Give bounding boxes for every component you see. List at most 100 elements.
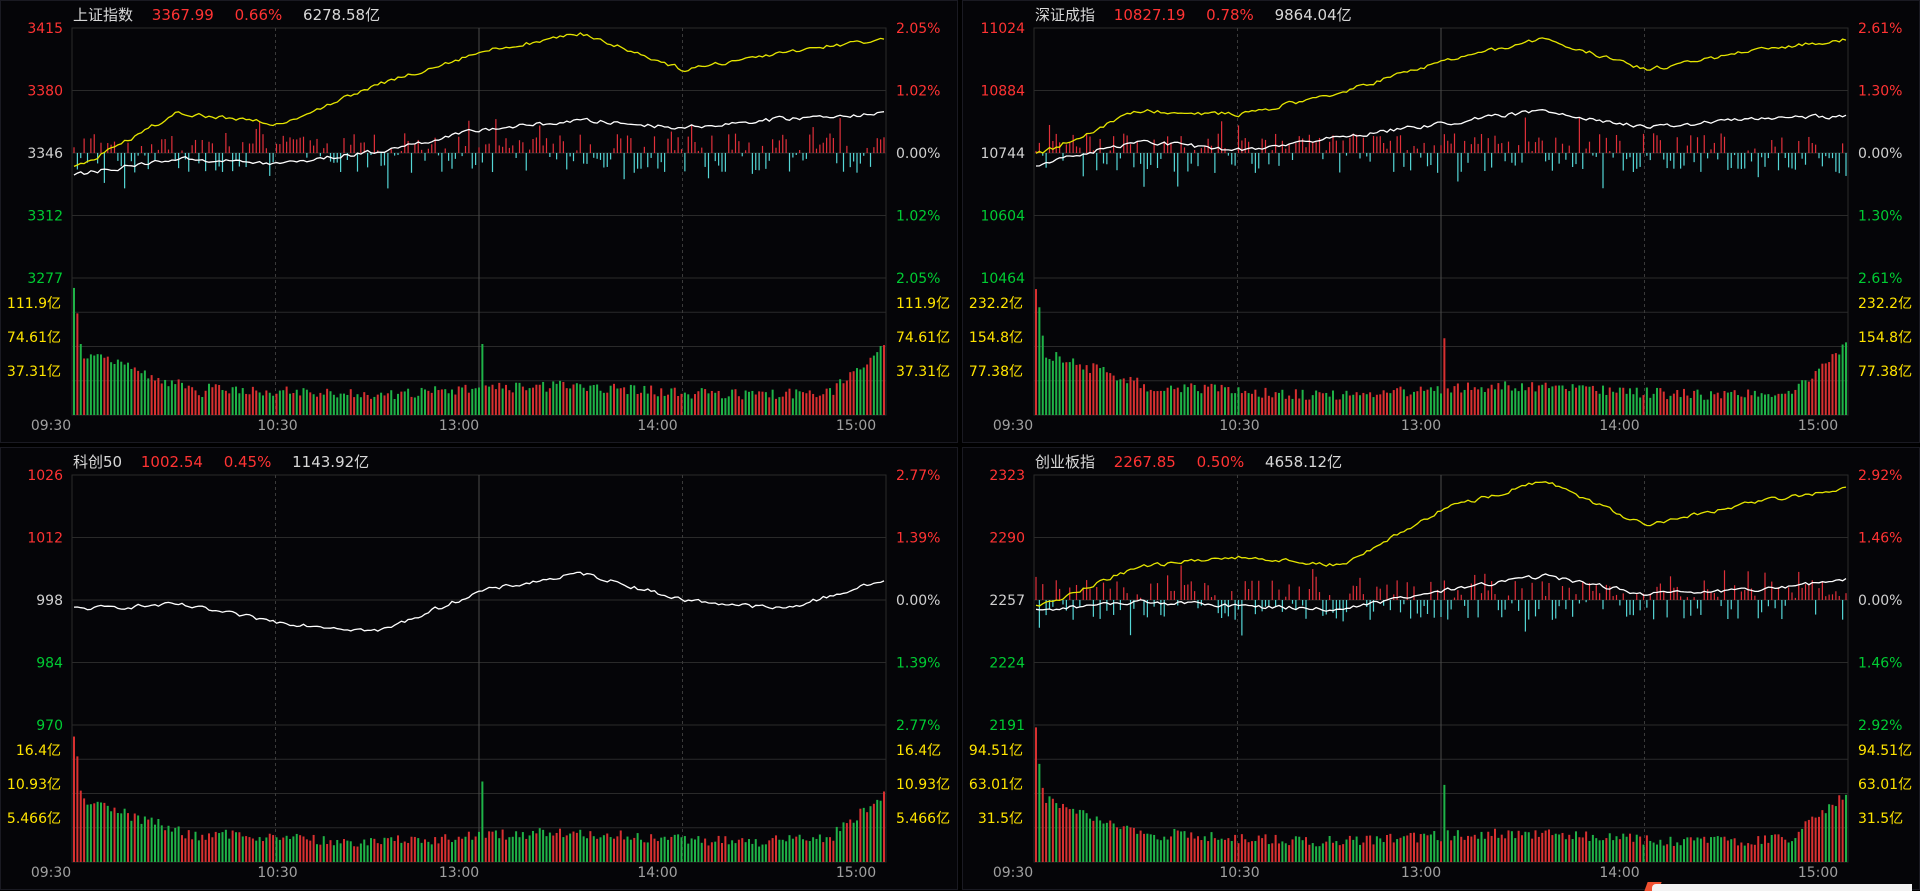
index-price: 1002.54: [140, 453, 203, 471]
volume-bars: [73, 287, 885, 415]
pct-tick-label: 1.02%: [896, 84, 940, 100]
index-price: 2267.85: [1113, 453, 1176, 471]
index-change-pct: 0.78%: [1206, 6, 1254, 24]
grid: [71, 27, 887, 416]
volume-tick-label: 94.51亿: [969, 743, 1023, 759]
panel-header: 深证成指 10827.19 0.78% 9864.04亿: [1035, 5, 1368, 25]
volume-tick-label: 37.31亿: [896, 364, 950, 380]
price-tick-label: 970: [36, 718, 63, 734]
pct-tick-label: 2.77%: [896, 468, 940, 484]
volume-bars: [1035, 727, 1847, 862]
volume-tick-label: 111.9亿: [896, 296, 950, 312]
price-tick-label: 3380: [27, 84, 63, 100]
breadth-bars: [1035, 565, 1847, 636]
index-turnover: 4658.12亿: [1265, 453, 1343, 471]
price-tick-label: 998: [36, 593, 63, 609]
volume-tick-label: 5.466亿: [7, 811, 61, 827]
pct-tick-label: 0.00%: [896, 593, 940, 609]
price-tick-label: 2224: [989, 656, 1025, 672]
volume-bars: [73, 736, 885, 862]
time-tick-label: 13:00: [1401, 418, 1441, 434]
chart-panel-sse-composite[interactable]: 3415 2.05% 3380 1.02% 3346 0.00% 3312 1.02% 3277…: [0, 0, 958, 443]
pct-tick-label: 2.77%: [896, 718, 940, 734]
time-tick-label: 13:00: [439, 418, 479, 434]
index-name: 科创50: [73, 453, 123, 471]
volume-tick-label: 63.01亿: [1858, 777, 1912, 793]
pct-tick-label: 2.61%: [1858, 271, 1902, 287]
grid: [1033, 474, 1849, 863]
scroll-handle[interactable]: [1652, 884, 1912, 891]
volume-tick-label: 111.9亿: [7, 296, 61, 312]
volume-tick-label: 154.8亿: [969, 330, 1023, 346]
time-tick-label: 13:00: [439, 865, 479, 881]
time-tick-label: 09:30: [993, 865, 1033, 881]
time-tick-label: 14:00: [1599, 418, 1639, 434]
intraday-chart-svg: 11024 2.61% 10884 1.30% 10744 0.00% 10604 1.30%…: [969, 21, 1912, 434]
chart-panel-star50[interactable]: 1026 2.77% 1012 1.39% 998 0.00% 984 1.39% 970 2.7…: [0, 447, 958, 890]
pct-tick-label: 1.46%: [1858, 656, 1902, 672]
pct-tick-label: 0.00%: [896, 146, 940, 162]
price-tick-label: 10604: [980, 209, 1025, 225]
price-tick-label: 10884: [980, 84, 1025, 100]
price-tick-label: 3415: [27, 21, 63, 37]
time-tick-label: 10:30: [1219, 418, 1259, 434]
volume-tick-label: 154.8亿: [1858, 330, 1912, 346]
time-tick-label: 14:00: [1599, 865, 1639, 881]
time-tick-label: 14:00: [637, 865, 677, 881]
price-tick-label: 10744: [980, 146, 1025, 162]
price-series-line: [1035, 573, 1847, 612]
average-series-line: [1035, 37, 1847, 154]
time-tick-label: 09:30: [31, 865, 71, 881]
pct-tick-label: 1.30%: [1858, 84, 1902, 100]
index-turnover: 1143.92亿: [292, 453, 370, 471]
pct-tick-label: 2.05%: [896, 21, 940, 37]
volume-tick-label: 77.38亿: [1858, 364, 1912, 380]
volume-tick-label: 232.2亿: [969, 296, 1023, 312]
volume-tick-label: 94.51亿: [1858, 743, 1912, 759]
price-tick-label: 3346: [27, 146, 63, 162]
grid: [71, 474, 887, 863]
price-tick-label: 3277: [27, 271, 63, 287]
time-tick-label: 13:00: [1401, 865, 1441, 881]
chart-panel-szse-component[interactable]: 11024 2.61% 10884 1.30% 10744 0.00% 10604 1.30%…: [962, 0, 1920, 443]
volume-tick-label: 5.466亿: [896, 811, 950, 827]
volume-bars: [1035, 289, 1847, 415]
volume-tick-label: 31.5亿: [978, 811, 1023, 827]
panel-header: 科创50 1002.54 0.45% 1143.92亿: [73, 452, 385, 472]
pct-tick-label: 2.92%: [1858, 468, 1902, 484]
average-series-line: [73, 32, 885, 168]
time-tick-label: 10:30: [257, 865, 297, 881]
pct-tick-label: 1.02%: [896, 209, 940, 225]
pct-tick-label: 1.46%: [1858, 531, 1902, 547]
time-tick-label: 15:00: [1798, 418, 1838, 434]
price-tick-label: 2191: [989, 718, 1025, 734]
index-price: 3367.99: [151, 6, 214, 24]
price-tick-label: 3312: [27, 209, 63, 225]
chart-panel-chinext[interactable]: 2323 2.92% 2290 1.46% 2257 0.00% 2224 1.46% 2191…: [962, 447, 1920, 890]
volume-tick-label: 31.5亿: [1858, 811, 1903, 827]
pct-tick-label: 0.00%: [1858, 593, 1902, 609]
time-tick-label: 09:30: [31, 418, 71, 434]
average-series-line: [1035, 481, 1847, 607]
index-change-pct: 0.50%: [1196, 453, 1245, 471]
volume-tick-label: 10.93亿: [896, 777, 950, 793]
intraday-chart-svg: 3415 2.05% 3380 1.02% 3346 0.00% 3312 1.02% 3277…: [7, 21, 950, 434]
index-name: 创业板指: [1035, 453, 1096, 471]
price-tick-label: 11024: [980, 21, 1025, 37]
time-tick-label: 15:00: [836, 418, 876, 434]
breadth-bars: [1035, 117, 1847, 189]
time-tick-label: 09:30: [993, 418, 1033, 434]
price-tick-label: 2323: [989, 468, 1025, 484]
volume-tick-label: 16.4亿: [16, 743, 61, 759]
time-tick-label: 10:30: [257, 418, 297, 434]
time-tick-label: 10:30: [1219, 865, 1259, 881]
pct-tick-label: 0.00%: [1858, 146, 1902, 162]
volume-tick-label: 232.2亿: [1858, 296, 1912, 312]
grid: [1033, 27, 1849, 416]
pct-tick-label: 1.39%: [896, 531, 940, 547]
price-tick-label: 10464: [980, 271, 1025, 287]
price-series-line: [1035, 109, 1847, 167]
time-tick-label: 14:00: [637, 418, 677, 434]
index-name: 深证成指: [1035, 6, 1096, 24]
